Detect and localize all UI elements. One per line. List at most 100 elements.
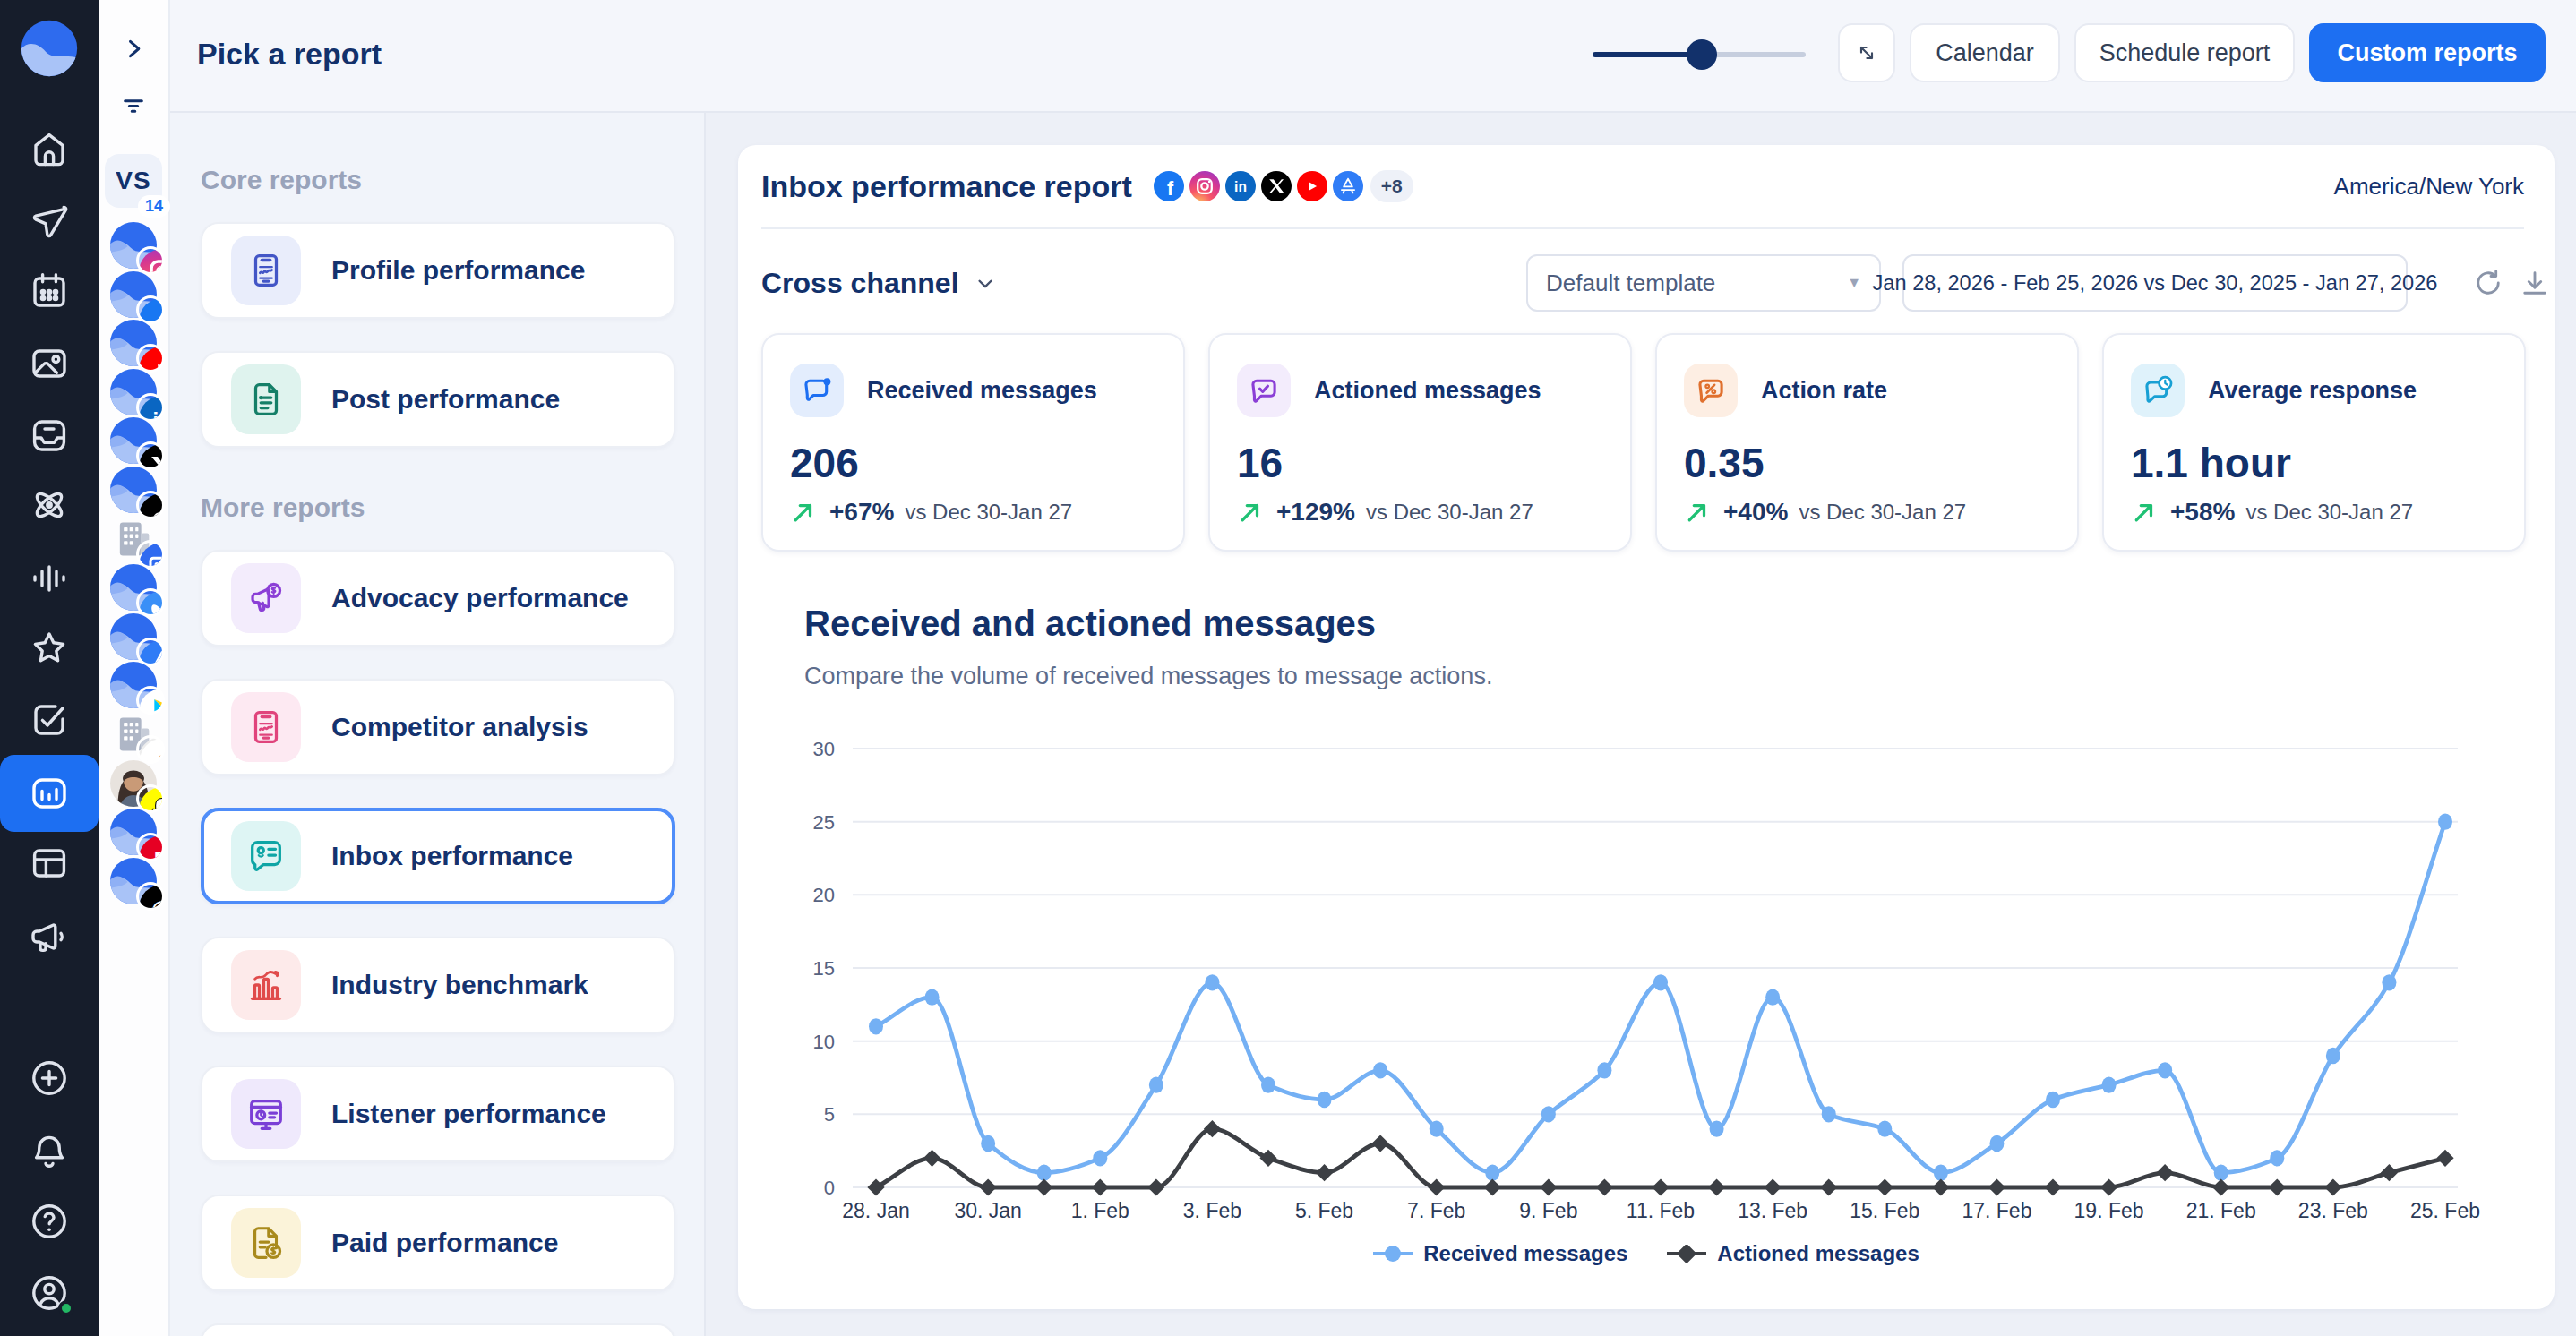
report-item-competitor-analysis[interactable]: Competitor analysis	[201, 679, 675, 775]
nav-media-icon[interactable]	[28, 342, 71, 385]
threads-badge-icon: @	[139, 885, 162, 908]
chat-dot-icon	[790, 364, 844, 417]
svg-text:10: 10	[813, 1031, 835, 1053]
legend-received-messages[interactable]: Received messages	[1373, 1241, 1627, 1266]
report-item-inbox-performance[interactable]: Inbox performance	[201, 808, 675, 904]
appstore-badge-icon	[139, 640, 162, 664]
report-item-profile-performance[interactable]: Profile performance	[201, 222, 675, 319]
refresh-icon[interactable]	[2472, 267, 2504, 299]
slider-track-filled	[1593, 52, 1702, 57]
googleplay-badge-icon	[139, 689, 162, 712]
svg-text:1. Feb: 1. Feb	[1071, 1199, 1129, 1222]
report-item-listener-performance[interactable]: Listener performance	[201, 1066, 675, 1162]
profile-avatar-googleplay[interactable]	[110, 662, 157, 708]
profile-avatar-business-card[interactable]	[110, 516, 157, 562]
phone-chart-icon	[231, 236, 301, 305]
nav-tasks-icon[interactable]	[28, 698, 71, 741]
section-label: Core reports	[201, 165, 704, 195]
chart-title: Received and actioned messages	[804, 604, 1376, 644]
vista-social-logo[interactable]	[19, 18, 80, 79]
report-title: Inbox performance report	[761, 169, 1132, 204]
primary-navbar	[0, 0, 99, 1336]
section-label: More reports	[201, 492, 704, 523]
nav-bell-icon[interactable]	[28, 1130, 71, 1173]
profile-avatar-analytics[interactable]	[110, 711, 157, 758]
nav-voice-icon[interactable]	[28, 557, 71, 600]
svg-text:19. Feb: 19. Feb	[2074, 1199, 2144, 1222]
svg-text:7. Feb: 7. Feb	[1407, 1199, 1465, 1222]
calendar-button[interactable]: Calendar	[1910, 23, 2060, 82]
nav-layout-icon[interactable]	[28, 842, 71, 885]
report-item-advocacy-performance[interactable]: Advocacy performance	[201, 550, 675, 647]
profile-avatar-snapchat[interactable]	[110, 760, 157, 807]
nav-calendar-icon[interactable]	[28, 269, 71, 312]
slider-track-empty	[1702, 52, 1806, 57]
profile-count-badge: 14	[138, 195, 170, 218]
svg-text:3. Feb: 3. Feb	[1183, 1199, 1241, 1222]
template-select[interactable]: Default template ▼	[1526, 254, 1881, 312]
nav-home-icon[interactable]	[28, 127, 71, 170]
profile-avatar-threads[interactable]: @	[110, 858, 157, 904]
svg-text:f: f	[1167, 178, 1174, 200]
line-chart: 05101520253028. Jan30. Jan1. Feb3. Feb5.…	[738, 682, 2555, 1238]
x-badge-icon	[139, 444, 162, 467]
nav-reports-icon[interactable]	[28, 772, 71, 815]
nav-megaphone-icon[interactable]	[28, 915, 71, 958]
main-area: Inbox performance report fin +8 America/…	[706, 113, 2576, 1336]
svg-text:5. Feb: 5. Feb	[1295, 1199, 1353, 1222]
phone-chart-icon	[231, 692, 301, 762]
nav-listening-icon[interactable]	[28, 484, 71, 527]
collapse-sidebar-chevron[interactable]	[121, 36, 146, 69]
svg-text:28. Jan: 28. Jan	[842, 1199, 909, 1222]
nav-account-icon[interactable]	[28, 1272, 71, 1315]
profile-avatar-tiktok[interactable]	[110, 467, 157, 513]
linkedin-badge-icon: in	[139, 396, 162, 419]
timezone-label: America/New York	[2334, 173, 2524, 201]
chevron-down-icon	[975, 273, 995, 293]
nav-star-icon[interactable]	[28, 627, 71, 670]
channel-x-icon	[1261, 171, 1292, 201]
filter-icon[interactable]	[119, 93, 148, 126]
schedule-report-button[interactable]: Schedule report	[2074, 23, 2295, 82]
profile-avatar-appstore[interactable]	[110, 613, 157, 660]
profile-avatar-pinterest[interactable]: P	[110, 809, 157, 855]
bar-trend-icon	[231, 950, 301, 1020]
download-icon[interactable]	[2519, 267, 2551, 299]
facebook-badge-icon: f	[139, 298, 162, 321]
svg-text:f: f	[159, 309, 162, 321]
profile-avatar-x[interactable]	[110, 417, 157, 464]
profile-avatar-linkedin[interactable]: in	[110, 369, 157, 415]
custom-reports-button[interactable]: Custom reports	[2309, 23, 2546, 82]
report-item-paid-performance[interactable]: Paid performance	[201, 1195, 675, 1291]
nav-send-icon[interactable]	[28, 199, 71, 242]
report-item-industry-benchmark[interactable]: Industry benchmark	[201, 937, 675, 1033]
zoom-slider[interactable]	[1593, 52, 1806, 57]
legend-actioned-messages[interactable]: Actioned messages	[1667, 1241, 1919, 1266]
megaphone-coin-icon	[231, 563, 301, 633]
youtube-badge-icon	[139, 347, 162, 370]
channels-more-badge[interactable]: +8	[1370, 170, 1413, 202]
nav-help-icon[interactable]	[28, 1200, 71, 1243]
profile-avatar-facebook[interactable]: f	[110, 271, 157, 318]
slider-thumb[interactable]	[1687, 39, 1717, 70]
diagonal-resize-icon	[1852, 39, 1881, 67]
profiles-panel: VS14finP@	[99, 0, 170, 1336]
trend-up-icon	[1237, 499, 1264, 526]
chart-legend: Received messages Actioned messages	[738, 1241, 2555, 1266]
svg-text:15. Feb: 15. Feb	[1850, 1199, 1919, 1222]
profile-avatar-instagram[interactable]	[110, 222, 157, 269]
expand-button[interactable]	[1838, 23, 1895, 82]
nav-plus-icon[interactable]	[28, 1057, 71, 1100]
report-item-next-report[interactable]	[201, 1323, 675, 1336]
channel-filter-dropdown[interactable]: Cross channel	[761, 267, 995, 300]
date-range-picker[interactable]: Jan 28, 2026 - Feb 25, 2026 vs Dec 30, 2…	[1902, 254, 2408, 312]
business-card-badge-icon	[139, 543, 162, 566]
trend-up-icon	[2131, 499, 2158, 526]
profile-avatar-youtube[interactable]	[110, 320, 157, 366]
svg-text:13. Feb: 13. Feb	[1738, 1199, 1807, 1222]
profile-avatar-bluesky[interactable]	[110, 564, 157, 611]
nav-inbox-icon[interactable]	[28, 414, 71, 457]
chat-check-icon	[1237, 364, 1291, 417]
svg-text:17. Feb: 17. Feb	[1962, 1199, 2031, 1222]
report-item-post-performance[interactable]: Post performance	[201, 351, 675, 448]
